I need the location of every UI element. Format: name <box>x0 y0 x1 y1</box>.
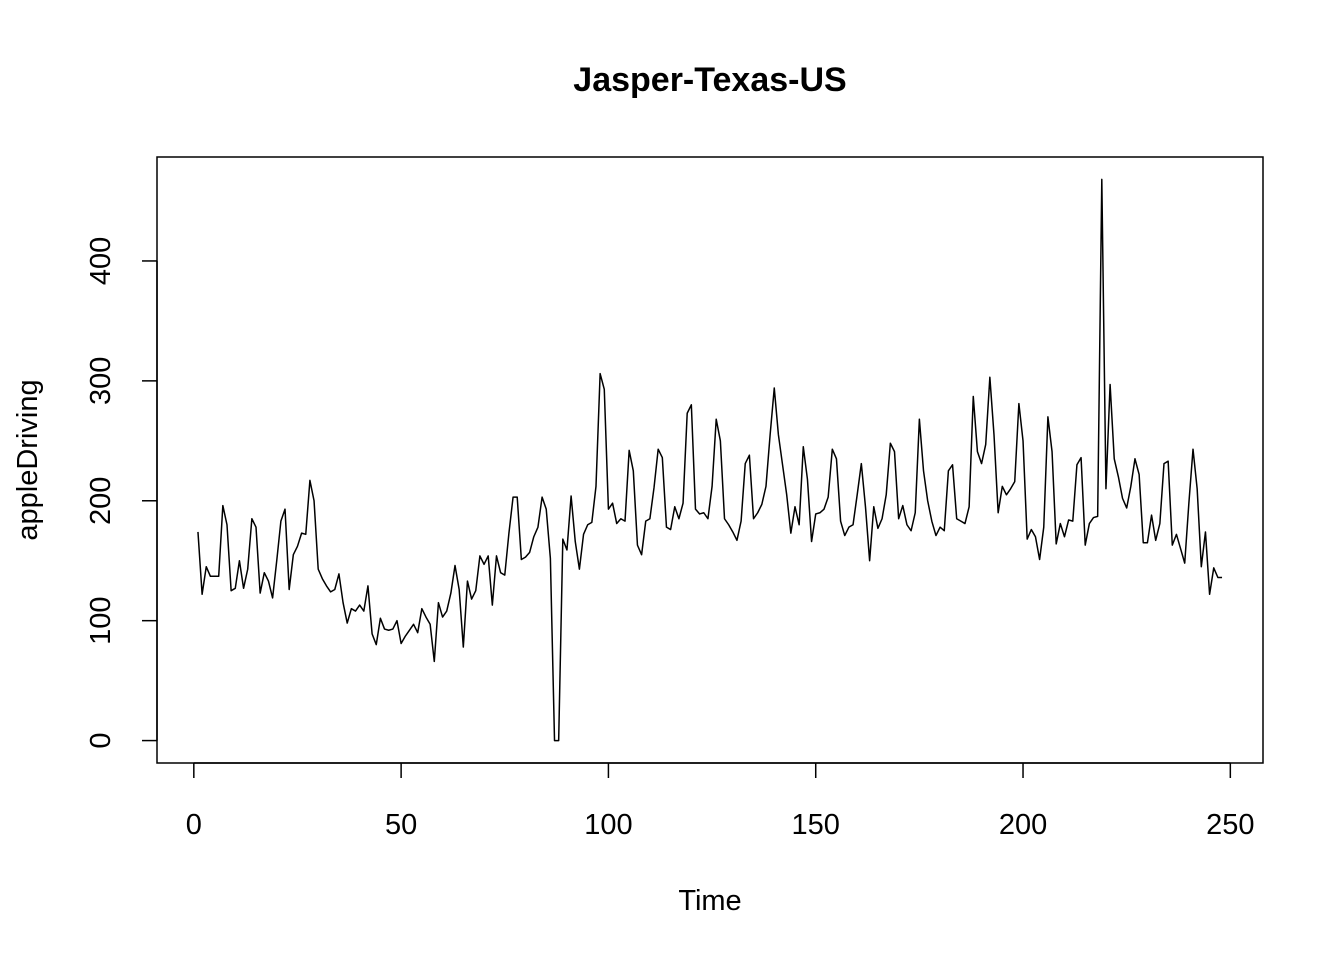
x-tick-label: 150 <box>792 809 840 841</box>
y-tick-label: 0 <box>85 733 117 749</box>
y-tick-label: 400 <box>85 237 117 285</box>
data-line <box>197 178 1223 742</box>
y-axis-label: appleDriving <box>12 379 44 540</box>
y-tick-label: 300 <box>85 357 117 405</box>
x-tick-label: 0 <box>186 809 202 841</box>
x-tick-label: 100 <box>584 809 632 841</box>
x-tick-label: 250 <box>1206 809 1254 841</box>
x-tick-label: 200 <box>999 809 1047 841</box>
plot-box <box>156 156 1264 764</box>
y-tick-label: 100 <box>85 596 117 644</box>
x-axis-label: Time <box>678 885 741 917</box>
chart-title: Jasper-Texas-US <box>573 61 846 99</box>
y-tick-label: 200 <box>85 477 117 525</box>
x-tick-label: 50 <box>385 809 417 841</box>
